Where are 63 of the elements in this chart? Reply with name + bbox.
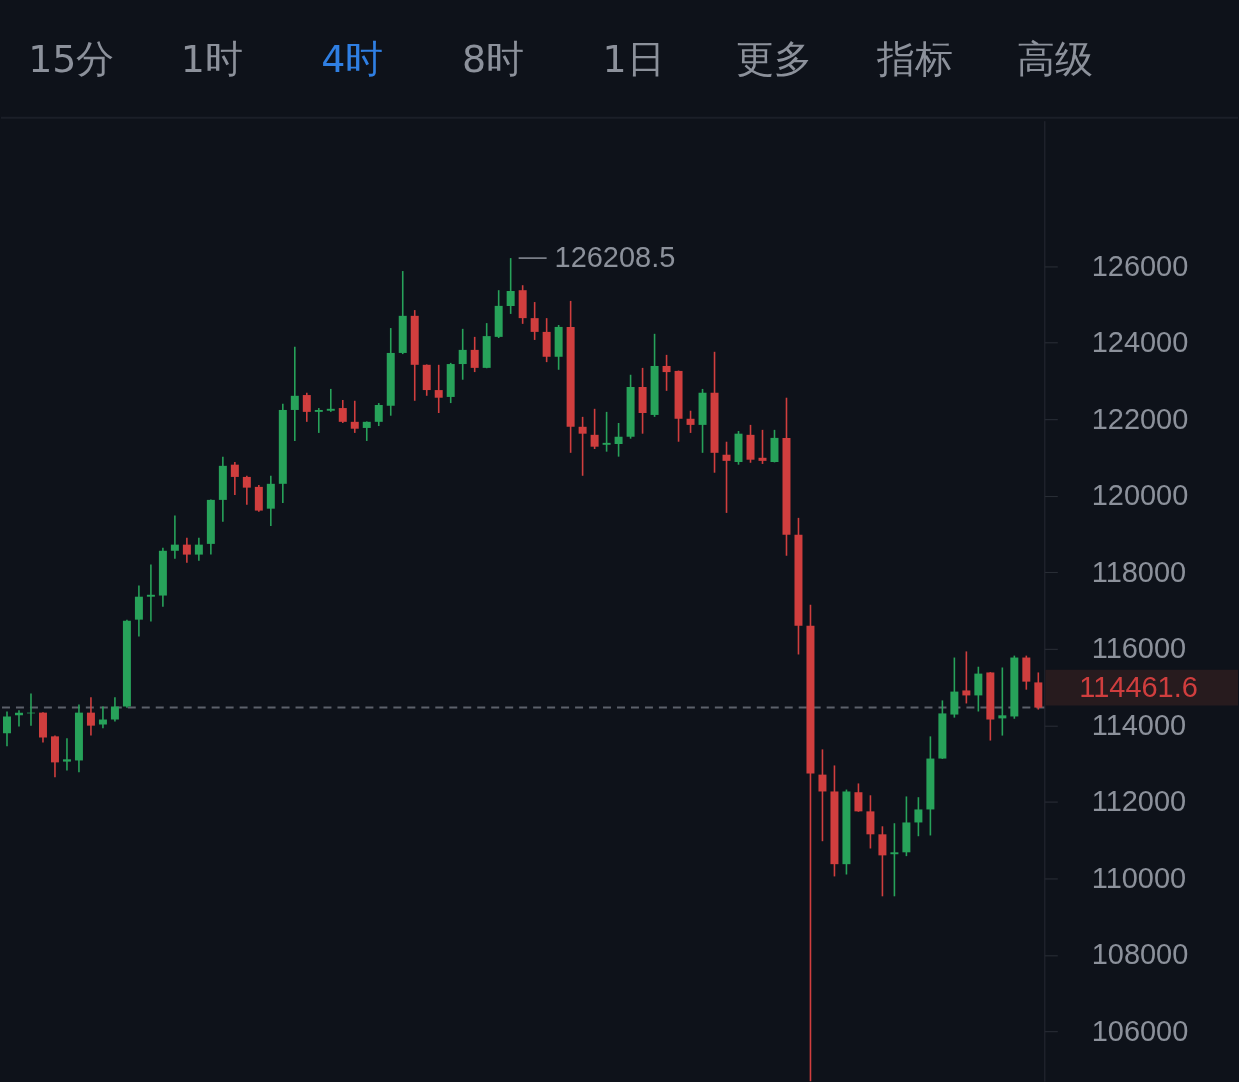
candlestick xyxy=(974,665,983,713)
candlestick xyxy=(890,822,899,898)
candlestick xyxy=(230,461,239,496)
category-label: 15分 xyxy=(28,36,115,81)
category-label: 高级 xyxy=(1017,36,1094,81)
candlestick xyxy=(470,336,479,373)
candlestick xyxy=(998,666,1007,737)
candlestick xyxy=(338,399,347,424)
candlestick xyxy=(242,474,251,506)
y-tick-label: 122000 xyxy=(1091,402,1189,435)
candlestick xyxy=(530,301,539,341)
category-label: 指标 xyxy=(875,36,953,81)
category-label: 4时 xyxy=(321,36,384,81)
candlestick xyxy=(434,364,443,414)
candlestick xyxy=(374,402,383,427)
category-label: 1日 xyxy=(602,36,665,81)
candlestick xyxy=(182,536,191,564)
y-tick-label: 112000 xyxy=(1091,785,1187,818)
candlestick xyxy=(878,825,887,898)
candlestick xyxy=(302,391,311,423)
y-tick-label: 110000 xyxy=(1091,861,1187,894)
category-label: 更多 xyxy=(736,36,813,81)
candlestick xyxy=(602,411,611,453)
candlestick xyxy=(818,748,827,843)
y-tick-label: 114000 xyxy=(1091,708,1187,741)
candlestick xyxy=(362,420,371,442)
category-label: 1时 xyxy=(180,36,243,81)
candlestick xyxy=(290,346,299,442)
candlestick xyxy=(3,710,11,748)
candlestick xyxy=(194,536,203,562)
candlestick xyxy=(62,737,71,772)
candlestick xyxy=(314,407,323,434)
candlestick xyxy=(254,484,263,513)
candlestick xyxy=(686,409,695,434)
candlestick xyxy=(146,563,155,623)
candlestick xyxy=(962,650,971,705)
candlestick xyxy=(86,696,95,737)
candlestick xyxy=(170,514,179,560)
category-label: 8时 xyxy=(461,36,525,81)
candlestick xyxy=(578,416,587,477)
candlestick xyxy=(590,408,599,450)
candlestick xyxy=(350,399,359,434)
annotation: 126208.5 xyxy=(554,241,676,274)
y-tick-label: 108000 xyxy=(1091,938,1189,971)
y-tick-label: 106000 xyxy=(1091,1014,1189,1047)
candlestick xyxy=(722,440,731,514)
candlestick xyxy=(662,354,671,392)
y-tick-label: 120000 xyxy=(1091,479,1189,512)
candlestick xyxy=(914,796,923,838)
candlestick xyxy=(506,257,515,315)
candlestick xyxy=(110,696,119,723)
y-tick-label: 116000 xyxy=(1091,632,1187,665)
y-tick-label: 126000 xyxy=(1091,249,1189,282)
y-tick-label: 124000 xyxy=(1091,326,1189,359)
candlestick xyxy=(614,422,623,458)
candlestick xyxy=(854,782,863,813)
y-tick-label: 118000 xyxy=(1091,555,1187,588)
candlestick xyxy=(950,656,959,719)
candlestick xyxy=(134,584,143,638)
candlestick xyxy=(326,388,335,413)
candlestick xyxy=(458,328,467,381)
candlestick xyxy=(866,794,875,850)
ref-line-label: 114461.6 xyxy=(1079,670,1198,703)
